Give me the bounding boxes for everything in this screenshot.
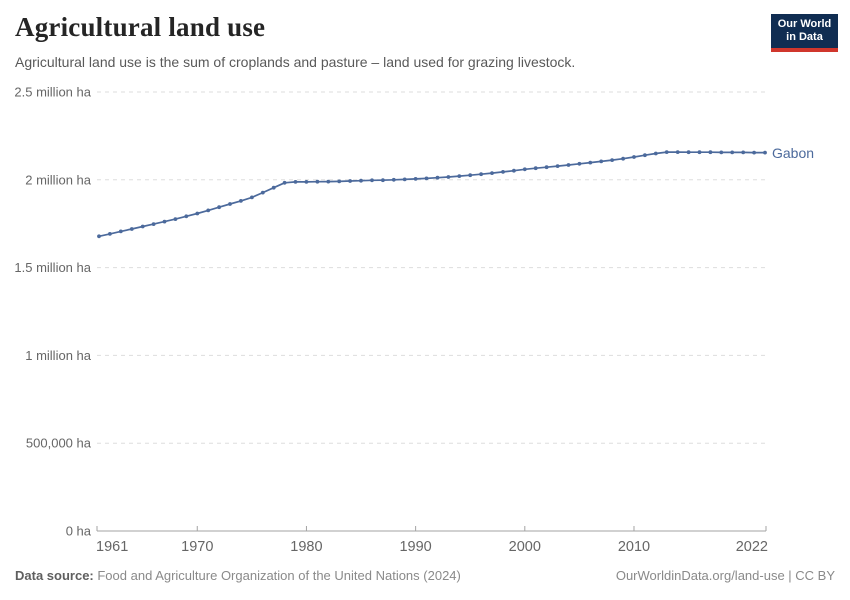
chart-footer: Data source: Food and Agriculture Organi…: [15, 568, 835, 583]
owid-logo-line1: Our World: [777, 18, 832, 30]
data-point: [260, 190, 265, 195]
page-title: Agricultural land use: [15, 12, 266, 42]
data-point: [468, 173, 473, 178]
data-point: [173, 217, 178, 222]
x-axis-label: 2022: [736, 539, 768, 555]
data-point: [577, 161, 582, 166]
data-point: [599, 159, 604, 164]
data-point: [752, 150, 756, 155]
data-point: [588, 160, 593, 165]
data-point: [129, 227, 134, 231]
data-point: [763, 150, 767, 155]
data-point: [566, 163, 571, 167]
data-point: [140, 224, 145, 229]
license-link[interactable]: OurWorldinData.org/land-use | CC BY: [615, 568, 835, 583]
data-point: [337, 179, 342, 184]
x-axis-label: 1990: [399, 539, 431, 555]
data-point: [533, 166, 538, 171]
data-point: [544, 165, 549, 170]
data-point: [435, 175, 440, 180]
data-point: [730, 150, 735, 155]
x-axis-label: 1980: [290, 539, 322, 555]
data-point: [97, 234, 101, 239]
x-axis-label: 1970: [181, 539, 213, 555]
data-point: [457, 174, 462, 179]
data-point: [686, 150, 691, 155]
data-point: [195, 211, 200, 216]
y-axis-label: 2 million ha: [25, 172, 92, 187]
owid-logo-line2: in Data: [786, 31, 823, 43]
data-point: [697, 150, 702, 155]
data-point: [217, 205, 222, 210]
data-point: [326, 179, 331, 184]
data-point: [501, 170, 505, 174]
data-point: [653, 151, 658, 156]
data-point: [490, 171, 494, 176]
data-point: [424, 176, 429, 181]
y-axis-label: 1 million ha: [25, 348, 92, 363]
data-point: [664, 150, 669, 155]
data-point: [359, 178, 363, 183]
data-point: [370, 178, 374, 183]
data-point: [719, 150, 724, 155]
chart-subtitle: Agricultural land use is the sum of crop…: [15, 54, 576, 70]
data-point: [632, 155, 636, 159]
x-axis-label: 2010: [618, 539, 650, 555]
data-point: [315, 179, 320, 184]
data-point: [643, 153, 647, 158]
data-source-note: Data source: Food and Agriculture Organi…: [15, 568, 461, 583]
y-axis-label: 2.5 million ha: [14, 85, 91, 100]
data-point: [184, 214, 189, 219]
data-point: [118, 229, 123, 234]
data-point: [162, 219, 167, 224]
x-axis-label: 1961: [96, 539, 128, 555]
data-point: [741, 150, 746, 155]
data-point: [512, 168, 516, 173]
data-source-label: Data source:: [15, 568, 94, 583]
data-point: [555, 164, 560, 169]
data-point: [413, 177, 418, 181]
data-point: [228, 202, 232, 206]
data-point: [293, 180, 298, 184]
data-point: [675, 150, 680, 155]
data-point: [108, 232, 112, 236]
data-point: [621, 156, 625, 161]
gabon-line-series[interactable]: [98, 151, 765, 238]
y-axis-label: 1.5 million ha: [14, 260, 91, 275]
data-point: [402, 177, 407, 182]
data-point: [250, 195, 254, 200]
data-point: [151, 222, 156, 227]
data-point: [348, 179, 352, 183]
data-point: [391, 177, 396, 182]
data-point: [304, 180, 309, 184]
data-point: [271, 185, 276, 190]
owid-logo[interactable]: Our World in Data: [771, 14, 838, 52]
data-point: [610, 158, 614, 163]
data-point: [522, 167, 527, 172]
y-axis-label: 0 ha: [66, 524, 92, 539]
data-point: [708, 150, 713, 155]
entity-label-gabon[interactable]: Gabon: [772, 145, 815, 161]
data-point: [446, 175, 451, 179]
data-source-text: Food and Agriculture Organization of the…: [93, 568, 461, 583]
x-axis-label: 2000: [509, 539, 541, 555]
data-point: [206, 208, 211, 213]
data-point: [479, 172, 483, 177]
data-point: [282, 180, 287, 185]
y-axis-label: 500,000 ha: [26, 436, 92, 451]
data-point: [239, 199, 243, 203]
data-point: [381, 178, 385, 183]
